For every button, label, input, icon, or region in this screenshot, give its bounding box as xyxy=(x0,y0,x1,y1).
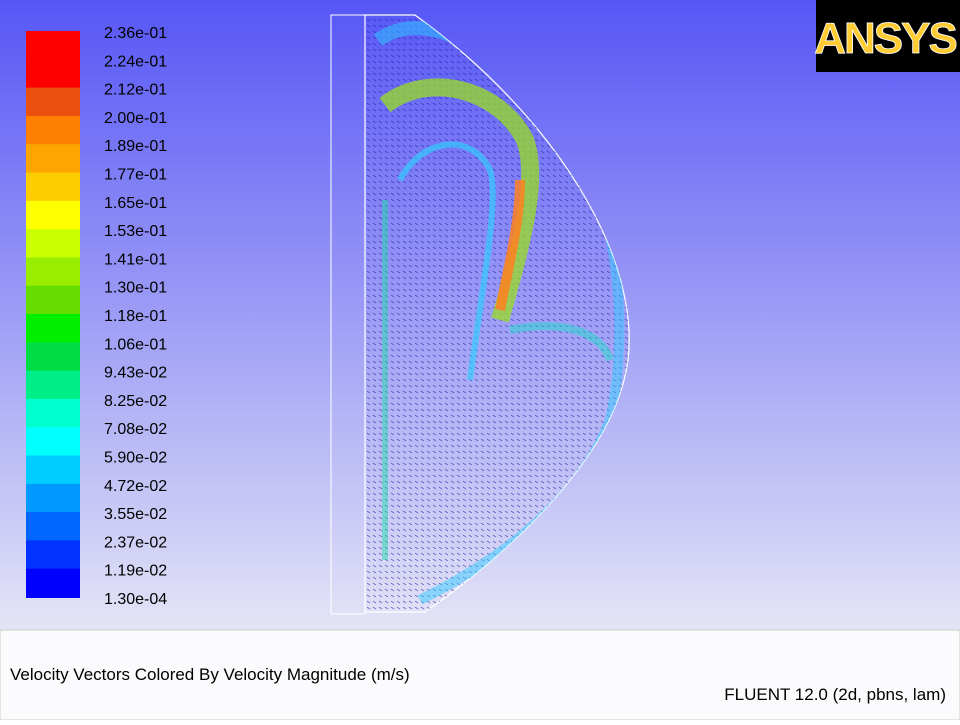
logo-text: ANSYS xyxy=(814,14,956,63)
colorbar-label: 1.19e-02 xyxy=(104,563,167,580)
colorbar-label: 2.36e-01 xyxy=(104,25,167,42)
color-band xyxy=(26,87,80,117)
color-band xyxy=(26,314,80,344)
color-band xyxy=(26,144,80,174)
colorbar-label: 2.37e-02 xyxy=(104,534,167,551)
colorbar-label: 1.53e-01 xyxy=(104,223,167,240)
color-band xyxy=(26,342,80,372)
color-band xyxy=(26,31,80,61)
colorbar-label: 7.08e-02 xyxy=(104,421,167,438)
colorbar-label: 1.41e-01 xyxy=(104,251,167,268)
color-band xyxy=(26,59,80,89)
colorbar-label: 3.55e-02 xyxy=(104,506,167,523)
color-band xyxy=(26,370,80,400)
colorbar-label: 4.72e-02 xyxy=(104,478,167,495)
colorbar-label: 2.12e-01 xyxy=(104,82,167,99)
colorbar: 2.36e-01 2.24e-01 2.12e-01 2.00e-01 1.89e-01… xyxy=(26,25,167,608)
colorbar-label: 8.25e-02 xyxy=(104,393,167,410)
color-band xyxy=(26,568,80,598)
colorbar-label: 1.18e-01 xyxy=(104,308,167,325)
colorbar-label: 1.06e-01 xyxy=(104,336,167,353)
colorbar-label: 1.30e-04 xyxy=(104,591,167,608)
color-band xyxy=(26,115,80,146)
solver-info: FLUENT 12.0 (2d, pbns, lam) xyxy=(724,685,946,704)
color-band xyxy=(26,398,80,429)
plot-title: Velocity Vectors Colored By Velocity Mag… xyxy=(10,665,410,684)
color-band xyxy=(26,257,80,287)
colorbar-label: 9.43e-02 xyxy=(104,365,167,382)
colorbar-label: 1.89e-01 xyxy=(104,138,167,155)
colorbar-label: 2.24e-01 xyxy=(104,53,167,70)
color-band xyxy=(26,455,80,485)
colorbar-label: 1.65e-01 xyxy=(104,195,167,212)
colorbar-label: 2.00e-01 xyxy=(104,110,167,127)
color-band xyxy=(26,172,80,202)
color-band xyxy=(26,200,80,231)
color-band xyxy=(26,229,80,259)
logo: ANSYS xyxy=(814,0,960,72)
colorbar-label: 1.30e-01 xyxy=(104,280,167,297)
footer-panel xyxy=(0,629,960,721)
colorbar-label: 5.90e-02 xyxy=(104,450,167,467)
color-band xyxy=(26,512,80,542)
colorbar-label: 1.77e-01 xyxy=(104,167,167,184)
color-band xyxy=(26,427,80,457)
color-band xyxy=(26,285,80,315)
color-band xyxy=(26,483,80,514)
color-band xyxy=(26,540,80,570)
